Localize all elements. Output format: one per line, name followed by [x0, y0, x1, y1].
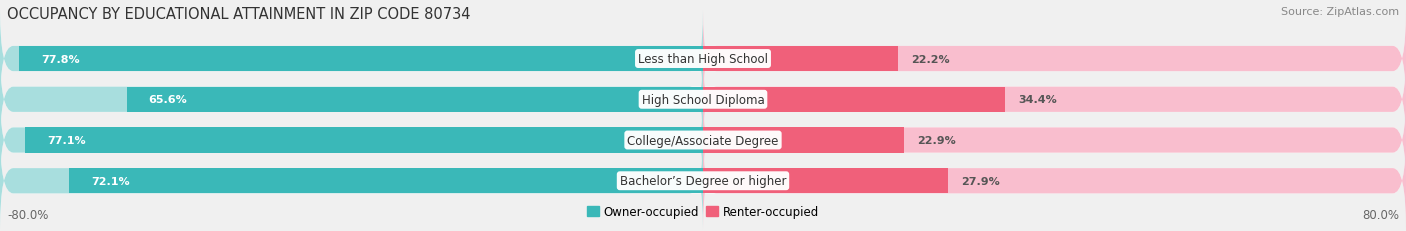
- Text: 22.2%: 22.2%: [911, 54, 950, 64]
- Text: Less than High School: Less than High School: [638, 53, 768, 66]
- FancyBboxPatch shape: [0, 11, 703, 108]
- FancyBboxPatch shape: [0, 133, 703, 229]
- Text: 27.9%: 27.9%: [962, 176, 1000, 186]
- FancyBboxPatch shape: [0, 11, 1406, 108]
- FancyBboxPatch shape: [0, 133, 1406, 229]
- Text: 77.8%: 77.8%: [41, 54, 80, 64]
- FancyBboxPatch shape: [703, 52, 1406, 148]
- FancyBboxPatch shape: [0, 92, 1406, 189]
- Bar: [703, 128, 904, 153]
- Bar: [20, 47, 703, 72]
- FancyBboxPatch shape: [703, 133, 1406, 229]
- Text: 22.9%: 22.9%: [917, 135, 956, 145]
- Text: 65.6%: 65.6%: [149, 95, 187, 105]
- FancyBboxPatch shape: [703, 11, 1406, 108]
- Bar: [703, 168, 948, 194]
- Text: 34.4%: 34.4%: [1018, 95, 1057, 105]
- Text: 72.1%: 72.1%: [91, 176, 129, 186]
- Bar: [703, 47, 898, 72]
- Bar: [703, 87, 1005, 112]
- Bar: [25, 128, 703, 153]
- Bar: [127, 87, 703, 112]
- FancyBboxPatch shape: [703, 92, 1406, 189]
- Bar: [69, 168, 703, 194]
- Text: High School Diploma: High School Diploma: [641, 93, 765, 106]
- Text: College/Associate Degree: College/Associate Degree: [627, 134, 779, 147]
- Text: OCCUPANCY BY EDUCATIONAL ATTAINMENT IN ZIP CODE 80734: OCCUPANCY BY EDUCATIONAL ATTAINMENT IN Z…: [7, 7, 471, 22]
- FancyBboxPatch shape: [0, 52, 1406, 148]
- Text: Source: ZipAtlas.com: Source: ZipAtlas.com: [1281, 7, 1399, 17]
- Text: 80.0%: 80.0%: [1362, 208, 1399, 221]
- Text: 77.1%: 77.1%: [48, 135, 86, 145]
- FancyBboxPatch shape: [0, 52, 703, 148]
- Text: Bachelor’s Degree or higher: Bachelor’s Degree or higher: [620, 174, 786, 187]
- Legend: Owner-occupied, Renter-occupied: Owner-occupied, Renter-occupied: [582, 201, 824, 223]
- FancyBboxPatch shape: [0, 92, 703, 189]
- Text: -80.0%: -80.0%: [7, 208, 48, 221]
